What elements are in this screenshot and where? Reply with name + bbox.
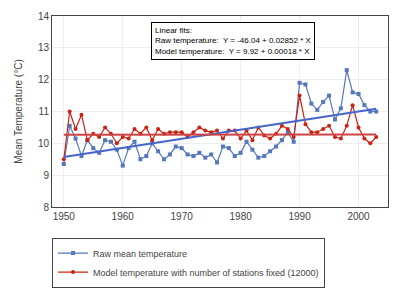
svg-text:14: 14	[38, 11, 50, 22]
svg-text:Linear fits:Raw temperature:: Linear fits:Raw temperature: Y = -46.04 …	[155, 26, 311, 56]
svg-text:2000: 2000	[347, 211, 370, 222]
svg-text:1970: 1970	[171, 211, 194, 222]
svg-text:12: 12	[38, 74, 50, 85]
svg-text:9: 9	[43, 170, 49, 181]
svg-text:Mean Temperature (°C): Mean Temperature (°C)	[13, 59, 24, 163]
svg-text:Model temperature with number: Model temperature with number of station…	[93, 268, 319, 278]
svg-text:1950: 1950	[53, 211, 76, 222]
svg-text:13: 13	[38, 42, 50, 53]
svg-text:1990: 1990	[288, 211, 311, 222]
svg-text:1980: 1980	[230, 211, 253, 222]
svg-text:11: 11	[39, 106, 50, 117]
svg-text:1960: 1960	[112, 211, 135, 222]
svg-text:10: 10	[38, 138, 50, 149]
svg-text:8: 8	[43, 202, 49, 213]
svg-text:Raw mean temperature: Raw mean temperature	[93, 249, 187, 259]
